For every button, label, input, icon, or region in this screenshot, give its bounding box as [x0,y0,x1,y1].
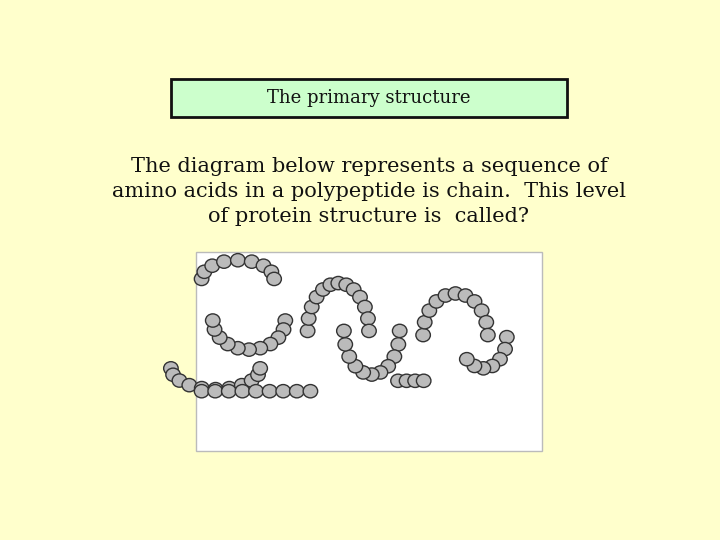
Ellipse shape [458,289,473,302]
Ellipse shape [358,300,372,314]
Ellipse shape [197,265,212,279]
Ellipse shape [331,276,346,290]
Ellipse shape [481,328,495,342]
Ellipse shape [459,353,474,366]
Ellipse shape [342,350,356,363]
Ellipse shape [337,324,351,338]
Ellipse shape [263,338,278,350]
Ellipse shape [346,283,361,296]
Text: The diagram below represents a sequence of: The diagram below represents a sequence … [130,157,608,176]
Ellipse shape [248,384,264,398]
Ellipse shape [182,379,197,392]
Ellipse shape [245,255,259,268]
Text: The primary structure: The primary structure [267,89,471,106]
Ellipse shape [163,362,178,375]
Ellipse shape [289,384,304,398]
Ellipse shape [222,381,237,395]
Ellipse shape [476,362,490,375]
Ellipse shape [172,374,186,387]
Ellipse shape [205,314,220,327]
Ellipse shape [267,272,282,286]
Ellipse shape [276,323,291,336]
FancyBboxPatch shape [196,252,542,451]
Ellipse shape [422,304,436,318]
Ellipse shape [207,323,222,336]
Ellipse shape [467,295,482,308]
Ellipse shape [212,331,227,345]
Ellipse shape [361,324,377,338]
Ellipse shape [400,374,414,388]
Ellipse shape [278,314,292,327]
Ellipse shape [353,291,367,304]
Ellipse shape [235,379,249,392]
Ellipse shape [230,341,245,355]
Ellipse shape [429,295,444,308]
Text: of protein structure is  called?: of protein structure is called? [209,207,529,226]
Ellipse shape [208,384,222,398]
Ellipse shape [339,278,354,292]
Ellipse shape [361,312,375,325]
Ellipse shape [416,328,431,342]
Ellipse shape [302,312,316,325]
Ellipse shape [338,338,353,351]
Ellipse shape [208,382,222,396]
Ellipse shape [392,324,407,338]
Text: amino acids in a polypeptide is chain.  This level: amino acids in a polypeptide is chain. T… [112,182,626,201]
Ellipse shape [474,304,489,318]
Ellipse shape [315,283,330,296]
Ellipse shape [323,278,338,292]
Ellipse shape [222,384,236,398]
Ellipse shape [500,330,514,344]
Ellipse shape [205,259,220,272]
Ellipse shape [408,374,423,388]
Ellipse shape [253,362,267,375]
Ellipse shape [438,289,453,302]
Ellipse shape [310,291,324,304]
Ellipse shape [449,287,463,300]
Ellipse shape [391,338,405,351]
Ellipse shape [492,353,507,366]
Ellipse shape [194,384,209,398]
Ellipse shape [467,359,482,373]
Ellipse shape [242,343,256,356]
Ellipse shape [348,360,363,373]
Ellipse shape [194,272,209,286]
Ellipse shape [230,254,245,267]
FancyBboxPatch shape [171,79,567,117]
Ellipse shape [303,384,318,398]
Ellipse shape [364,368,379,381]
Ellipse shape [485,359,500,373]
Ellipse shape [479,315,493,329]
Ellipse shape [276,384,290,398]
Ellipse shape [262,384,277,398]
Ellipse shape [373,366,387,379]
Ellipse shape [251,368,265,381]
Ellipse shape [256,259,271,272]
Ellipse shape [416,374,431,388]
Ellipse shape [387,350,402,363]
Ellipse shape [300,324,315,338]
Ellipse shape [381,360,395,373]
Ellipse shape [305,300,319,314]
Ellipse shape [220,338,235,350]
Ellipse shape [235,384,250,398]
Ellipse shape [418,315,432,329]
Ellipse shape [253,341,268,355]
Ellipse shape [391,374,405,388]
Ellipse shape [356,366,370,379]
Ellipse shape [217,255,231,268]
Ellipse shape [498,342,513,356]
Ellipse shape [271,331,286,345]
Ellipse shape [264,265,279,279]
Ellipse shape [166,368,180,381]
Ellipse shape [244,374,259,387]
Ellipse shape [194,381,209,395]
